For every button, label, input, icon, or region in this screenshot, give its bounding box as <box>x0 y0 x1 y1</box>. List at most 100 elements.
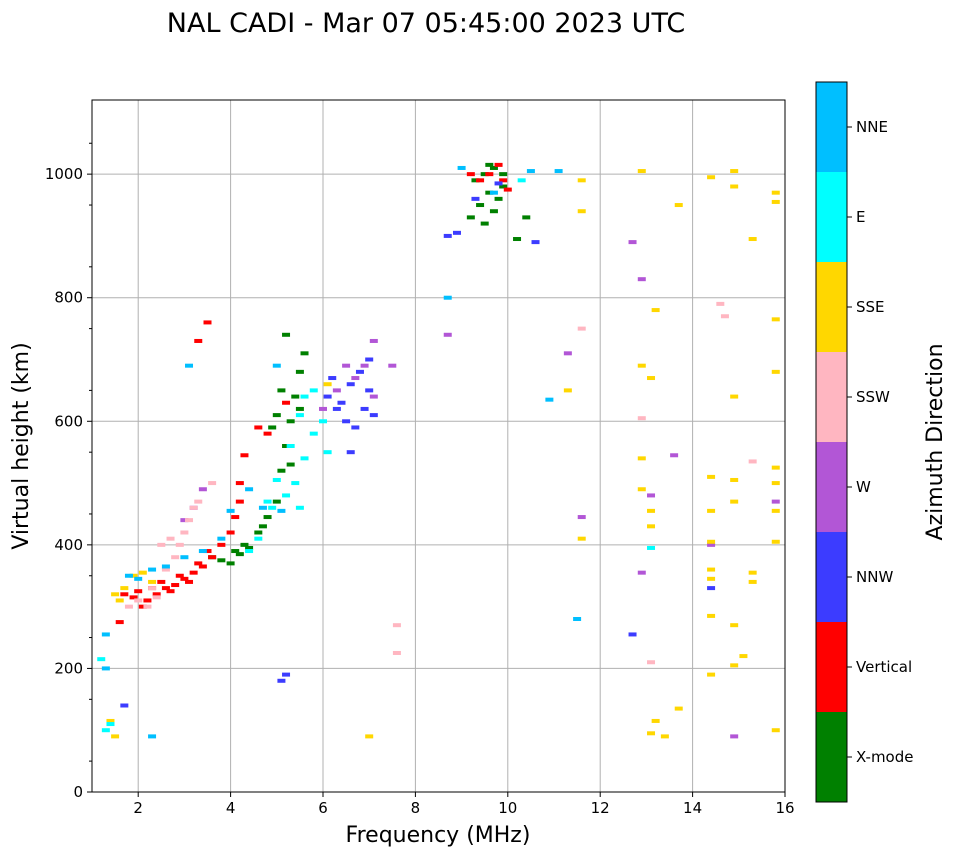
point-nne <box>573 617 582 621</box>
point-ssw <box>392 650 401 655</box>
colorbar-label: W <box>856 478 871 496</box>
point-nnw <box>332 406 341 411</box>
point-vertical <box>263 431 272 436</box>
point-sse <box>365 734 374 739</box>
point-x-mode <box>489 209 498 214</box>
point-nne <box>148 567 157 572</box>
point-vertical <box>129 595 138 600</box>
point-vertical <box>166 589 175 594</box>
point-sse <box>115 598 124 603</box>
colorbar-label: Vertical <box>856 658 912 676</box>
point-sse <box>748 237 757 242</box>
point-nnw <box>360 406 369 411</box>
point-x-mode <box>300 351 309 356</box>
point-sse <box>323 382 332 387</box>
point-vertical <box>254 425 263 430</box>
x-tick-label: 6 <box>318 799 328 817</box>
point-sse <box>647 508 656 513</box>
point-w <box>351 376 360 381</box>
colorbar-swatch <box>816 172 847 262</box>
point-nnw <box>365 388 374 393</box>
point-vertical <box>161 586 170 591</box>
point-ssw <box>577 326 586 331</box>
point-vertical <box>282 400 291 405</box>
point-sse <box>111 734 120 739</box>
y-axis-label: Virtual height (km) <box>9 342 34 549</box>
point-nne <box>277 508 286 513</box>
colorbar-swatch <box>816 532 847 622</box>
point-vertical <box>194 561 203 566</box>
x-tick-label: 16 <box>775 799 794 817</box>
point-nne <box>124 573 133 578</box>
point-ssw <box>189 505 198 510</box>
point-w <box>342 363 351 368</box>
point-sse <box>771 508 780 513</box>
point-ssw <box>171 555 180 560</box>
point-e <box>309 431 318 436</box>
point-x-mode <box>480 221 489 226</box>
point-vertical <box>115 620 124 625</box>
point-e <box>282 493 291 498</box>
grid <box>92 100 786 793</box>
point-w <box>577 515 586 520</box>
point-vertical <box>208 555 217 560</box>
point-e <box>295 413 304 418</box>
point-x-mode <box>513 237 522 242</box>
point-e <box>245 549 254 554</box>
point-nnw <box>369 413 378 418</box>
point-x-mode <box>476 203 485 208</box>
point-vertical <box>217 542 226 547</box>
point-nnw <box>120 703 129 708</box>
y-tick-label: 0 <box>73 783 83 801</box>
x-tick-label: 4 <box>226 799 236 817</box>
x-tick-label: 12 <box>591 799 610 817</box>
x-tick-label: 14 <box>683 799 702 817</box>
point-x-mode <box>466 215 475 220</box>
point-x-mode <box>277 468 286 473</box>
point-sse <box>674 203 683 208</box>
point-nnw <box>355 369 364 374</box>
point-ssw <box>647 660 656 665</box>
point-e <box>286 444 295 448</box>
point-e <box>295 505 304 510</box>
point-sse <box>771 465 780 470</box>
point-vertical <box>235 499 244 504</box>
point-sse <box>707 576 716 581</box>
point-w <box>647 493 656 498</box>
point-e <box>101 728 110 733</box>
point-x-mode <box>489 165 498 170</box>
y-tick-label: 600 <box>54 412 83 430</box>
point-vertical <box>226 530 235 535</box>
point-nnw <box>707 586 716 591</box>
point-nne <box>185 363 194 368</box>
point-sse <box>563 388 572 393</box>
point-w <box>707 542 716 547</box>
point-sse <box>707 508 716 513</box>
point-nne <box>554 169 563 174</box>
point-x-mode <box>494 196 503 201</box>
point-sse <box>138 570 147 575</box>
point-nne <box>272 363 281 368</box>
point-x-mode <box>226 561 235 566</box>
point-w <box>332 388 341 393</box>
point-w <box>388 363 397 368</box>
point-sse <box>637 487 646 492</box>
point-e <box>309 388 318 393</box>
point-nne <box>258 505 267 510</box>
point-vertical <box>180 576 189 581</box>
point-w <box>628 240 637 245</box>
point-ssw <box>194 499 203 504</box>
point-w <box>319 406 327 411</box>
point-sse <box>660 734 669 739</box>
point-w <box>360 363 369 368</box>
point-x-mode <box>291 394 300 399</box>
y-axis-ticks: 0 200 400 600 800 1000 <box>45 142 92 801</box>
point-x-mode <box>499 184 508 189</box>
point-sse <box>651 718 660 723</box>
point-nnw <box>337 400 346 405</box>
point-x-mode <box>268 425 277 430</box>
point-sse <box>577 536 586 541</box>
point-ssw <box>157 542 166 547</box>
point-sse <box>771 199 780 204</box>
point-x-mode <box>254 530 263 535</box>
